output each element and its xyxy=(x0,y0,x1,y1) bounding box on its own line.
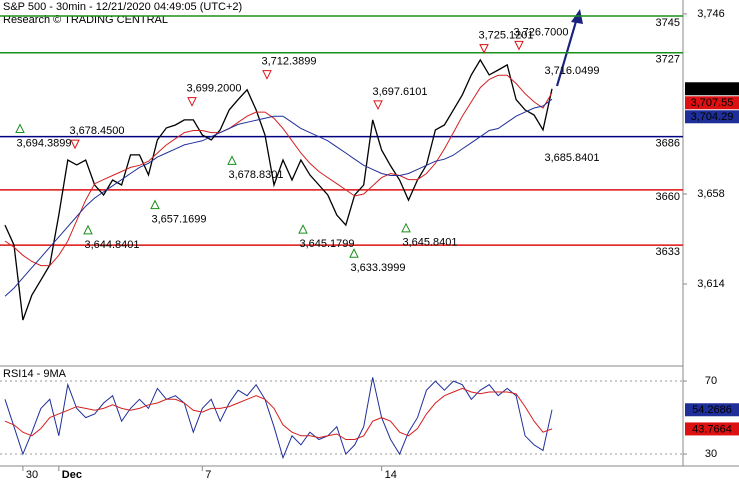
y-tick-label: 70 xyxy=(705,375,717,387)
high-marker xyxy=(373,100,383,111)
low-marker xyxy=(150,199,160,210)
series-line xyxy=(4,377,553,460)
level-label: 3686 xyxy=(656,138,680,150)
y-tick-label: 3,614 xyxy=(697,278,725,290)
level-label: 3633 xyxy=(656,246,680,258)
value-box xyxy=(685,403,739,417)
x-tick-label: Dec xyxy=(62,469,82,480)
x-tick-label: 14 xyxy=(385,469,397,480)
annotation-label: 3,685.8401 xyxy=(544,152,599,164)
y-tick-label: 3,658 xyxy=(697,188,725,200)
annotation-label: 3,725.1201 xyxy=(478,30,533,42)
level-label: 3660 xyxy=(656,191,680,203)
high-marker xyxy=(479,44,489,54)
level-label: 3727 xyxy=(656,54,680,66)
chart-subtitle: Research © TRADING CENTRAL xyxy=(3,14,168,26)
annotation-label: 3,699.2000 xyxy=(186,83,241,95)
series-line xyxy=(4,58,553,321)
high-marker xyxy=(187,97,197,107)
annotation-label: 3,645.1799 xyxy=(299,238,354,250)
low-marker xyxy=(349,248,359,258)
value-box-label: 3,704.29 xyxy=(691,111,734,123)
value-box-label: 43.7664 xyxy=(692,423,732,435)
annotation-label: 3,726.7000 xyxy=(513,26,568,38)
value-box xyxy=(685,96,739,110)
series-line xyxy=(4,98,553,297)
annotation-label: 3,678.8301 xyxy=(228,169,283,181)
x-tick-label: 7 xyxy=(205,469,211,480)
annotation-label: 3,657.1699 xyxy=(151,214,206,226)
y-tick-label: 30 xyxy=(705,448,717,460)
forecast-arrow xyxy=(555,17,579,87)
value-box xyxy=(685,110,739,124)
chart-title: S&P 500 - 30min - 12/21/2020 04:49:05 (U… xyxy=(3,1,242,13)
level-label: 3745 xyxy=(656,17,680,29)
annotation-label: 3,694.3899 xyxy=(16,137,71,149)
high-marker xyxy=(262,70,272,80)
x-tick-label: 30 xyxy=(26,469,38,480)
annotation-label: 3,697.6101 xyxy=(372,86,427,98)
value-box xyxy=(685,422,739,436)
annotation-label: 3,716.0499 xyxy=(544,65,599,77)
annotation-label: 3,645.8401 xyxy=(402,237,457,249)
high-marker xyxy=(70,139,80,150)
value-box xyxy=(685,82,739,96)
value-box-label: 3,707.55 xyxy=(691,97,734,109)
annotation-label: 3,678.4500 xyxy=(69,125,124,137)
annotation-label: 3,644.8401 xyxy=(84,239,139,251)
series-line xyxy=(4,387,553,440)
low-marker xyxy=(298,224,308,234)
value-box-label: 3,709.41 xyxy=(691,83,734,95)
series-line xyxy=(4,74,553,267)
low-marker xyxy=(15,123,25,134)
low-marker xyxy=(83,224,93,235)
annotation-label: 3,633.3999 xyxy=(350,262,405,274)
low-marker xyxy=(401,222,411,233)
value-box-label: 54.2686 xyxy=(692,404,732,416)
rsi-title: RSI14 - 9MA xyxy=(3,368,67,380)
annotation-label: 3,712.3899 xyxy=(261,56,316,68)
y-tick-label: 3,746 xyxy=(697,8,725,20)
high-marker xyxy=(514,40,524,51)
low-marker xyxy=(227,155,237,165)
